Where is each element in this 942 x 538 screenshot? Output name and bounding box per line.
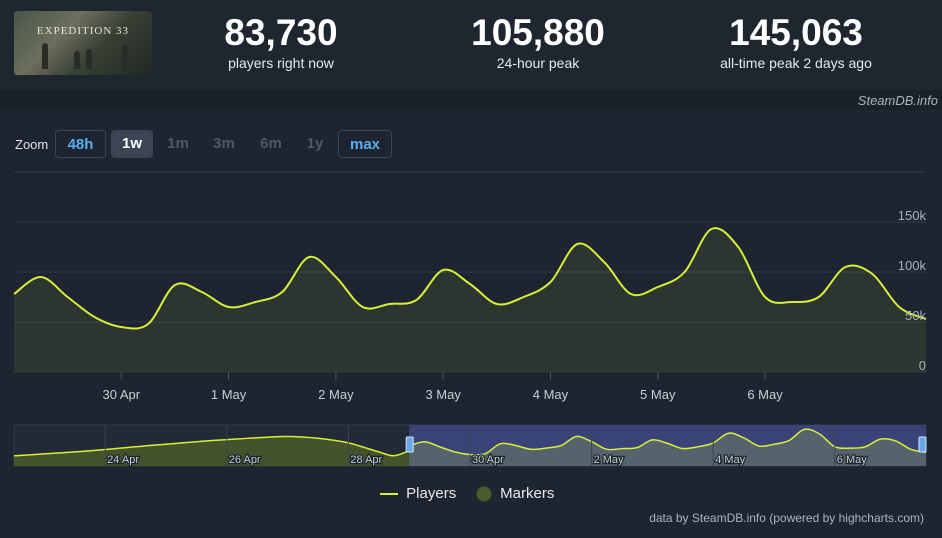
legend-line-icon xyxy=(380,493,398,496)
legend-marker-icon xyxy=(476,486,492,502)
credit-text[interactable]: data by SteamDB.info (powered by highcha… xyxy=(649,511,924,525)
legend-markers-label: Markers xyxy=(500,485,555,502)
navigator-line-early xyxy=(13,435,410,457)
y-tick-label: 0 xyxy=(919,358,926,373)
zoom-1y-button: 1y xyxy=(306,135,324,152)
x-tick-label: 4 May xyxy=(533,387,569,402)
navigator-selection xyxy=(409,425,926,466)
game-header-image[interactable]: EXPEDITION 33 xyxy=(14,11,152,75)
zoom-3m-button: 3m xyxy=(213,135,235,152)
current-players-stat: 83,730 players right now xyxy=(171,12,391,72)
y-tick-label: 100k xyxy=(898,258,927,273)
legend-markers[interactable]: Markers xyxy=(476,485,554,502)
current-players-label: players right now xyxy=(228,55,334,71)
navigator-tick-label: 2 May xyxy=(594,454,624,466)
x-tick-label: 6 May xyxy=(747,387,783,402)
all-time-peak-label: all-time peak 2 days ago xyxy=(720,55,872,71)
legend-players[interactable]: Players xyxy=(380,485,456,502)
peak-24h-stat: 105,880 24-hour peak xyxy=(428,12,648,72)
game-image-caption: EXPEDITION 33 xyxy=(36,25,130,37)
figure-shape xyxy=(74,51,80,69)
header-bar xyxy=(0,0,942,90)
chart-panel xyxy=(0,110,942,538)
zoom-6m-button: 6m xyxy=(260,135,282,152)
navigator-line-recent xyxy=(408,428,927,456)
figure-shape xyxy=(86,49,92,69)
y-tick-label: 50k xyxy=(905,308,926,323)
zoom-1m-button: 1m xyxy=(167,135,189,152)
current-players-value: 83,730 xyxy=(224,12,338,53)
zoom-1w-button[interactable]: 1w xyxy=(111,130,153,158)
zoom-max-button[interactable]: max xyxy=(338,130,392,158)
x-tick-label: 1 May xyxy=(211,387,247,402)
figure-shape xyxy=(42,43,48,69)
navigator-tick-label: 30 Apr xyxy=(472,454,504,466)
navigator-handle[interactable] xyxy=(405,436,414,453)
navigator-tick-label: 4 May xyxy=(715,454,745,466)
steamdb-tag[interactable]: SteamDB.info xyxy=(857,93,938,108)
navigator-tick-label: 26 Apr xyxy=(229,454,261,466)
peak-24h-value: 105,880 xyxy=(471,12,605,53)
peak-24h-label: 24-hour peak xyxy=(496,55,580,71)
zoom-label: Zoom xyxy=(15,137,49,152)
all-time-peak-value: 145,063 xyxy=(729,12,863,53)
x-tick-label: 30 Apr xyxy=(102,387,140,402)
navigator-area-recent xyxy=(409,429,926,466)
x-tick-label: 3 May xyxy=(425,387,461,402)
navigator-tick-label: 28 Apr xyxy=(350,454,382,466)
x-tick-label: 2 May xyxy=(318,387,354,402)
all-time-peak-stat: 145,063 all-time peak 2 days ago xyxy=(686,12,906,72)
x-tick-label: 5 May xyxy=(640,387,676,402)
players-line xyxy=(13,227,927,330)
navigator-area-early xyxy=(14,436,410,466)
navigator-tick-label: 24 Apr xyxy=(107,454,139,466)
y-tick-label: 150k xyxy=(898,208,927,223)
figure-shape xyxy=(122,45,128,69)
players-area xyxy=(14,228,926,372)
navigator-handle[interactable] xyxy=(918,436,927,453)
zoom-48h-button[interactable]: 48h xyxy=(55,130,106,158)
legend-players-label: Players xyxy=(406,485,457,502)
navigator-tick-label: 6 May xyxy=(837,454,867,466)
